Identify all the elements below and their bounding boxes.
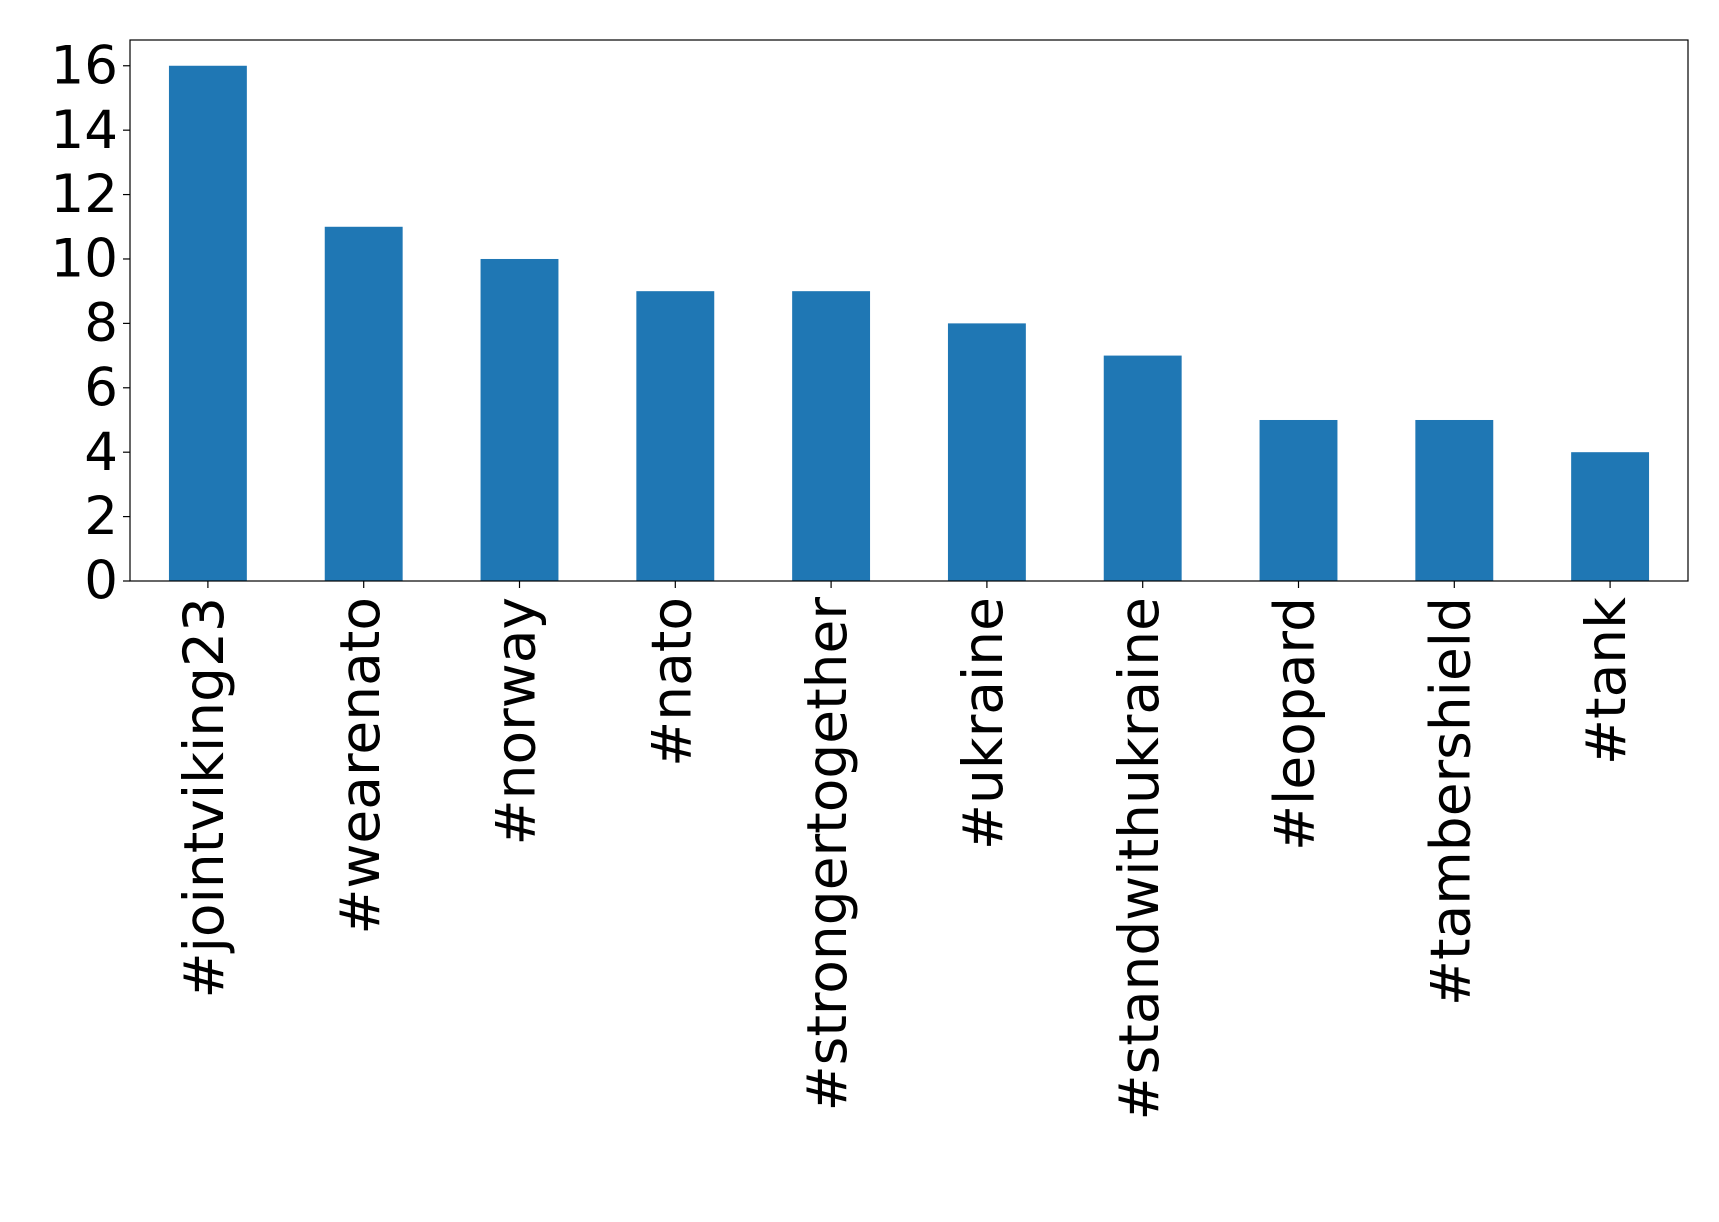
x-tick-label: #tank <box>1574 597 1638 765</box>
x-tick-label: #wearenato <box>328 597 392 935</box>
x-tick-label: #tambershield <box>1418 597 1482 1006</box>
bar <box>1415 419 1494 581</box>
x-tick-label: #ukraine <box>951 597 1015 850</box>
y-tick-label: 14 <box>51 100 118 161</box>
y-tick-label: 16 <box>51 35 118 96</box>
y-tick-label: 8 <box>84 293 118 354</box>
bar <box>636 291 715 581</box>
bar <box>1259 419 1338 581</box>
x-tick-label: #leopard <box>1263 597 1327 851</box>
bar <box>1571 452 1650 581</box>
bar <box>480 258 559 581</box>
y-tick-label: 6 <box>84 357 118 418</box>
y-tick-label: 4 <box>84 422 118 483</box>
plot-frame <box>129 39 1689 582</box>
x-tick-label: #nato <box>639 597 703 767</box>
y-tick-label: 2 <box>84 486 118 547</box>
x-tick-label: #jointviking23 <box>172 597 236 998</box>
bar <box>947 323 1026 581</box>
x-tick-label: #norway <box>484 597 548 845</box>
y-tick-label: 0 <box>84 551 118 612</box>
x-tick-label: #standwithukraine <box>1107 597 1171 1120</box>
y-tick-label: 12 <box>51 164 118 225</box>
bar <box>168 65 247 581</box>
bar <box>792 291 871 581</box>
y-tick-label: 10 <box>51 229 118 290</box>
bar <box>1103 355 1182 581</box>
bar <box>324 226 403 581</box>
x-tick-label: #strongertogether <box>795 597 859 1112</box>
